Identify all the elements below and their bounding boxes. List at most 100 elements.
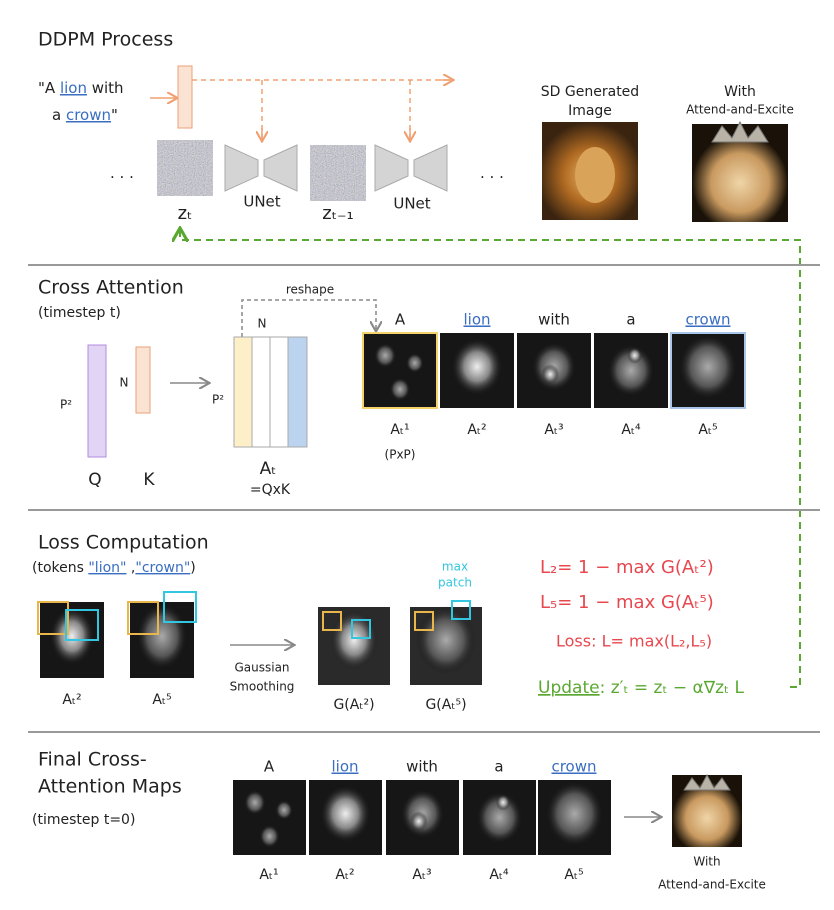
unet-decoder [263, 144, 298, 192]
unet-encoder [224, 144, 259, 192]
token-box [322, 611, 342, 631]
token-label: a [626, 311, 635, 329]
attention-blob [607, 344, 655, 397]
loss-maps: Aₜ² Aₜ⁵ G(Aₜ²) G(Aₜ⁵) [37, 591, 482, 713]
image-caption: Image [568, 103, 612, 119]
crown [683, 773, 731, 791]
map-label: Aₜ⁵ [152, 692, 171, 708]
section-subtitle: (timestep t=0) [32, 812, 135, 828]
prompt: a crown" [52, 106, 118, 124]
map-label: Aₜ² [62, 692, 81, 708]
update-formula: : z′ₜ = zₜ − α∇zₜ L [600, 678, 745, 698]
crown [711, 120, 769, 143]
unet-decoder [413, 144, 448, 192]
subtitle-text: (tokens [32, 560, 88, 576]
noise-latent [157, 140, 213, 196]
subtitle-token: "crown" [135, 560, 190, 576]
attention-blob [410, 811, 428, 832]
a-column [287, 336, 308, 448]
update-equation: Update: z′ₜ = zₜ − α∇zₜ L [538, 678, 744, 698]
attention-blob [389, 377, 411, 401]
attention-maps: A Aₜ¹ lion Aₜ² with Aₜ³ a Aₜ⁴ crown Aₜ⁵ [362, 311, 746, 438]
prompt-token: lion [60, 79, 87, 97]
token-label: with [538, 311, 570, 329]
attention-blob [678, 333, 738, 400]
attention-blob [541, 364, 560, 385]
attention-blob [627, 347, 643, 364]
max-box [163, 591, 197, 623]
unet-label: UNet [243, 193, 280, 211]
image-caption: With [724, 84, 756, 100]
attention-blob [451, 337, 503, 396]
ellipsis: · · · [110, 169, 134, 187]
section-title: Loss Computation [38, 532, 209, 554]
prompt-token: crown [66, 106, 111, 124]
token-box [127, 601, 159, 635]
token-label: A [264, 758, 275, 776]
token-label: a [494, 758, 503, 776]
attention-blob [275, 800, 293, 820]
token-label: lion [331, 758, 358, 776]
dim-label: N [120, 376, 129, 390]
section-subtitle: (tokens "lion" ,"crown") [32, 560, 196, 576]
prompt-text: with [87, 79, 124, 97]
attention-blob [49, 606, 95, 666]
subtitle-text: ) [190, 560, 195, 576]
map-label: Aₜ¹ [390, 422, 409, 438]
map-label: Aₜ² [467, 422, 486, 438]
attention-blob [374, 343, 397, 368]
prompt-text: " [111, 106, 118, 124]
token-box [414, 611, 434, 631]
dim-label: P² [60, 398, 72, 412]
dim-label: P² [212, 393, 224, 407]
matrix-definition: =QxK [250, 482, 291, 498]
attention-blob [545, 780, 604, 847]
conditioning-lines [192, 79, 452, 138]
attention-blob [243, 790, 266, 815]
smoothing-label: Gaussian [234, 661, 289, 675]
equation: L₂= 1 − max G(Aₜ²) [540, 557, 714, 578]
equation: L₅= 1 − max G(Aₜ⁵) [540, 592, 714, 613]
map-label: Aₜ⁴ [621, 422, 641, 438]
map-label: Aₜ² [335, 867, 354, 883]
attention-blob [416, 606, 476, 674]
update-label: Update [538, 678, 600, 698]
text-embedding [177, 65, 193, 129]
reshape-arrow [241, 299, 376, 337]
section-title: DDPM Process [38, 29, 173, 51]
attention-maps: A Aₜ¹ lion Aₜ² with Aₜ³ a Aₜ⁴ crown Aₜ⁵ [233, 758, 611, 883]
reshape-label: reshape [286, 283, 334, 297]
map-label: Aₜ⁵ [564, 867, 583, 883]
attention-blob [476, 791, 523, 844]
attention-blob [136, 602, 188, 670]
max-box [351, 619, 371, 639]
map-label: Aₜ¹ [259, 867, 278, 883]
token-label: A [395, 311, 406, 329]
section-subtitle: (timestep t) [38, 305, 121, 321]
smoothing-label: Smoothing [230, 680, 295, 694]
ellipsis: · · · [480, 169, 504, 187]
map-label: G(Aₜ⁵) [425, 697, 466, 713]
attention-blob [495, 794, 511, 811]
max-patch-label: max [442, 560, 468, 574]
noise-latent [310, 145, 366, 201]
max-box [451, 600, 471, 620]
a-column [233, 336, 253, 448]
q-matrix [87, 344, 107, 458]
section-title: Cross Attention [38, 277, 184, 299]
subtitle-token: "lion" [88, 560, 126, 576]
map-label: G(Aₜ²) [333, 697, 374, 713]
a-column [269, 336, 289, 448]
token-label: with [406, 758, 438, 776]
map-label: Aₜ⁵ [698, 422, 717, 438]
token-box [37, 601, 69, 635]
attention-blob [319, 784, 372, 843]
k-matrix [135, 346, 151, 414]
map-label: Aₜ⁴ [489, 867, 509, 883]
latent-label: zₜ [178, 203, 193, 224]
max-box [65, 609, 99, 641]
prompt: "A lion with [38, 79, 124, 97]
matrix-label: Q [88, 470, 101, 490]
image-caption: SD Generated [541, 84, 639, 100]
dim-label: N [258, 317, 267, 331]
